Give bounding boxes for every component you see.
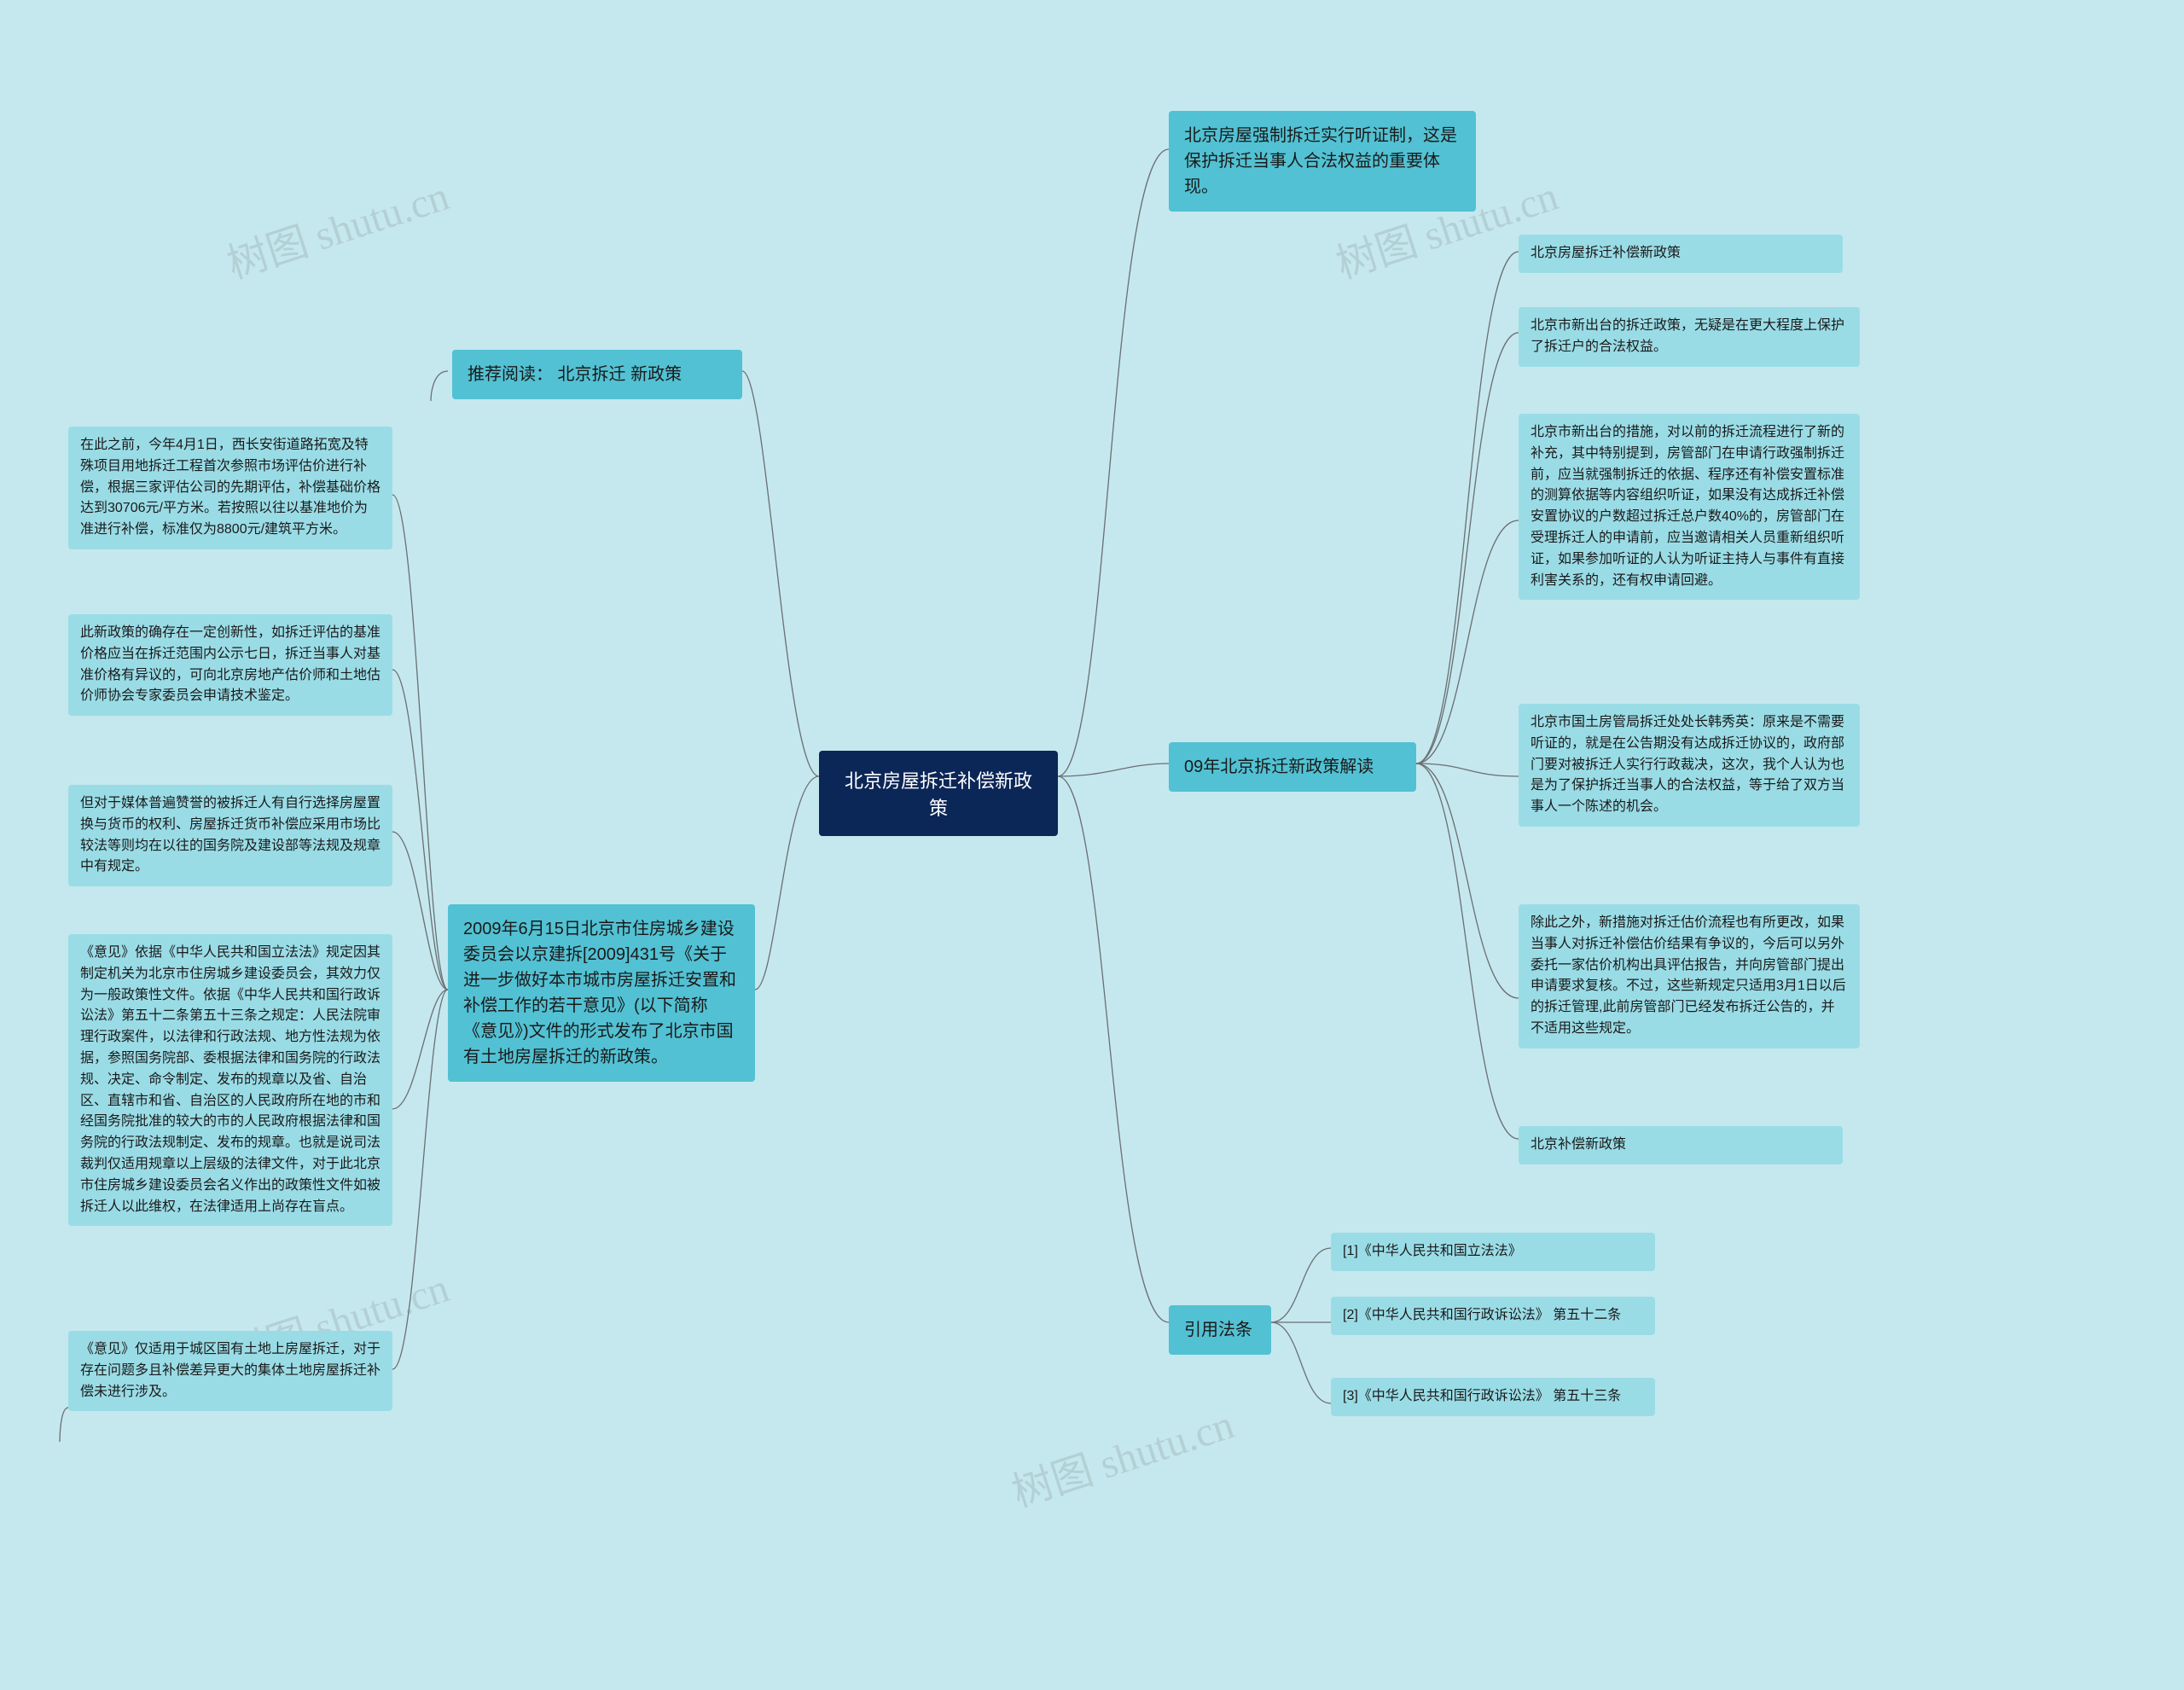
branch-recommend-read[interactable]: 推荐阅读： 北京拆迁 新政策 [452,350,742,399]
branch-2009-opinion[interactable]: 2009年6月15日北京市住房城乡建设委员会以京建拆[2009]431号《关于进… [448,904,755,1082]
watermark: 树图 shutu.cn [1003,1391,1240,1519]
branch-hearing-system[interactable]: 北京房屋强制拆迁实行听证制，这是保护拆迁当事人合法权益的重要体现。 [1169,111,1476,212]
citation-admin-litigation-52[interactable]: [2]《中华人民共和国行政诉讼法》 第五十二条 [1331,1297,1655,1335]
note-appraisal-review[interactable]: 除此之外，新措施对拆迁估价流程也有所更改，如果当事人对拆迁补偿估价结果有争议的，… [1519,904,1860,1048]
note-media-praise[interactable]: 但对于媒体普遍赞誉的被拆迁人有自行选择房屋置换与货币的权利、房屋拆迁货币补偿应采… [68,785,392,886]
root-node[interactable]: 北京房屋拆迁补偿新政策 [819,751,1058,836]
note-west-changan[interactable]: 在此之前，今年4月1日，西长安街道路拓宽及特殊项目用地拆迁工程首次参照市场评估价… [68,427,392,549]
note-40-percent-hearing[interactable]: 北京市新出台的措施，对以前的拆迁流程进行了新的补充，其中特别提到，房管部门在申请… [1519,414,1860,600]
note-new-compensation-policy[interactable]: 北京房屋拆迁补偿新政策 [1519,235,1843,273]
note-beijing-compensation-policy[interactable]: 北京补偿新政策 [1519,1126,1843,1164]
note-policy-innovation[interactable]: 此新政策的确存在一定创新性，如拆迁评估的基准价格应当在拆迁范围内公示七日，拆迁当… [68,614,392,716]
note-protect-rights[interactable]: 北京市新出台的拆迁政策，无疑是在更大程度上保护了拆迁户的合法权益。 [1519,307,1860,367]
branch-citations[interactable]: 引用法条 [1169,1305,1271,1355]
note-scope-limit[interactable]: 《意见》仅适用于城区国有土地上房屋拆迁，对于存在问题多且补偿差异更大的集体土地房… [68,1331,392,1411]
citation-legislation-law[interactable]: [1]《中华人民共和国立法法》 [1331,1233,1655,1271]
watermark: 树图 shutu.cn [218,162,456,290]
branch-09-interpretation[interactable]: 09年北京拆迁新政策解读 [1169,742,1416,792]
citation-admin-litigation-53[interactable]: [3]《中华人民共和国行政诉讼法》 第五十三条 [1331,1378,1655,1416]
note-han-xiuying[interactable]: 北京市国土房管局拆迁处处长韩秀英：原来是不需要听证的，就是在公告期没有达成拆迁协… [1519,704,1860,827]
note-legislation-basis[interactable]: 《意见》依据《中华人民共和国立法法》规定因其制定机关为北京市住房城乡建设委员会，… [68,934,392,1226]
